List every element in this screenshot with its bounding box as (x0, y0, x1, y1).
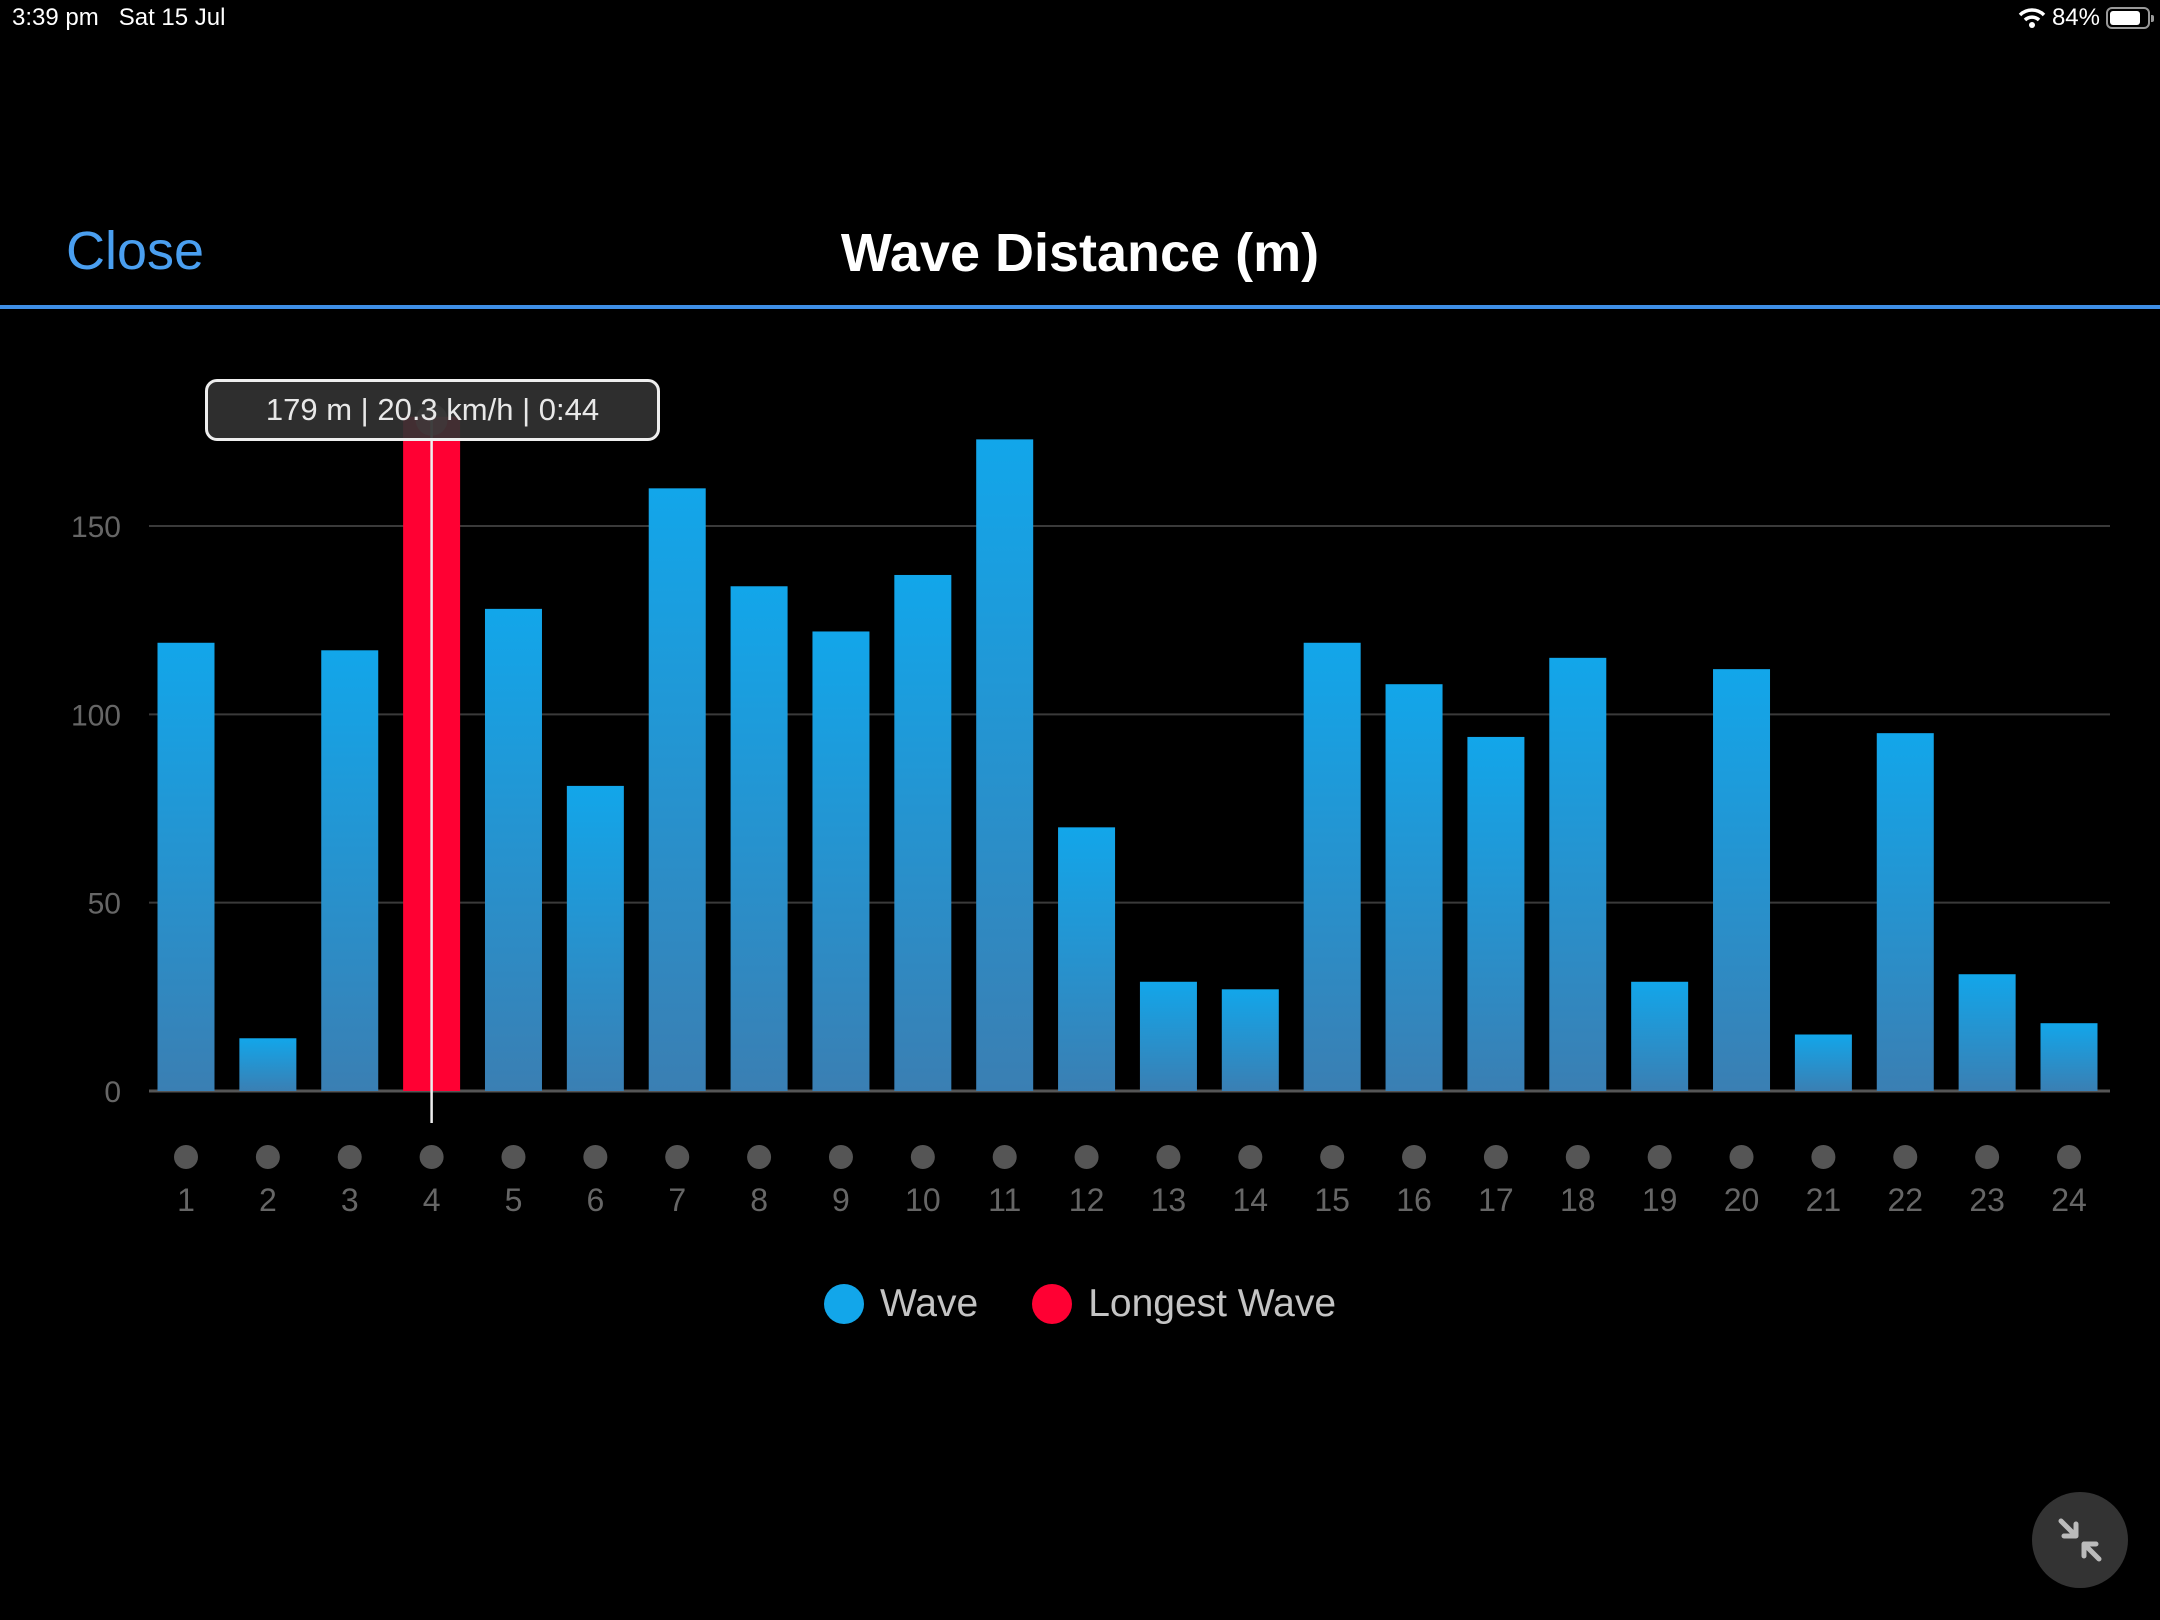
bar-wave[interactable] (1549, 657, 1607, 1091)
bar-wave[interactable] (730, 586, 788, 1091)
wave-marker-dot[interactable] (2057, 1145, 2081, 1169)
x-tick-label: 21 (1806, 1182, 1842, 1218)
bar-wave[interactable] (1958, 974, 2016, 1091)
bar-wave[interactable] (566, 785, 624, 1091)
page-title: Wave Distance (m) (840, 223, 1320, 283)
wave-marker-dot[interactable] (174, 1145, 198, 1169)
legend-swatch-longest-wave (1032, 1284, 1073, 1324)
y-tick-label: 100 (71, 699, 121, 732)
x-tick-label: 14 (1233, 1182, 1269, 1218)
status-clock: 3:39 pm (12, 4, 99, 31)
status-time: 3:39 pm Sat 15 Jul (12, 4, 225, 32)
wave-marker-dot[interactable] (1565, 1145, 1590, 1169)
bar-wave[interactable] (648, 488, 706, 1091)
x-tick-label: 9 (832, 1182, 850, 1218)
wave-marker-dot[interactable] (1893, 1145, 1918, 1169)
x-tick-label: 4 (423, 1182, 441, 1218)
y-tick-label: 150 (71, 511, 121, 544)
bar-wave[interactable] (1221, 989, 1279, 1091)
battery-percent: 84% (2051, 4, 2100, 31)
wave-marker-dot[interactable] (583, 1145, 608, 1169)
x-tick-label: 6 (586, 1182, 604, 1218)
close-button[interactable]: Close (66, 221, 205, 281)
x-tick-label: 22 (1887, 1182, 1923, 1218)
legend-item-longest-wave: Longest Wave (1032, 1282, 1336, 1326)
bar-wave[interactable] (1139, 981, 1197, 1091)
x-tick-label: 19 (1642, 1182, 1678, 1218)
bar-wave[interactable] (1058, 827, 1116, 1091)
x-tick-label: 10 (905, 1182, 941, 1218)
wave-marker-dot[interactable] (828, 1145, 853, 1169)
legend-label: Longest Wave (1088, 1282, 1337, 1325)
wifi-icon (2018, 8, 2046, 28)
x-tick-label: 18 (1560, 1182, 1596, 1218)
wave-marker-dot[interactable] (992, 1145, 1017, 1169)
y-tick-label: 50 (88, 888, 121, 921)
x-tick-label: 17 (1478, 1182, 1514, 1218)
wave-marker-dot[interactable] (501, 1145, 526, 1169)
x-tick-label: 13 (1151, 1182, 1187, 1218)
bar-wave[interactable] (976, 439, 1034, 1091)
x-tick-label: 23 (1969, 1182, 2005, 1218)
legend-item-wave: Wave (823, 1282, 979, 1326)
bar-wave[interactable] (1385, 684, 1443, 1091)
x-tick-label: 1 (177, 1182, 195, 1218)
x-tick-label: 2 (259, 1182, 277, 1218)
bar-wave[interactable] (1794, 1034, 1852, 1092)
x-tick-label: 16 (1396, 1182, 1432, 1218)
bar-wave[interactable] (2040, 1023, 2098, 1091)
x-tick-label: 15 (1314, 1182, 1350, 1218)
wave-marker-dot[interactable] (419, 1145, 444, 1169)
chart-legend: Wave Longest Wave (0, 1282, 2160, 1326)
wave-marker-dot[interactable] (1238, 1145, 1263, 1169)
collapse-arrows-icon (2058, 1518, 2102, 1562)
y-tick-label: 0 (104, 1076, 121, 1109)
legend-label: Wave (879, 1282, 979, 1325)
status-date: Sat 15 Jul (118, 4, 226, 31)
wave-marker-dot[interactable] (910, 1145, 935, 1169)
wave-marker-dot[interactable] (665, 1145, 690, 1169)
wave-marker-dot[interactable] (337, 1145, 362, 1169)
bar-wave[interactable] (894, 574, 952, 1091)
status-indicators: 84% (2018, 4, 2154, 32)
bar-wave[interactable] (1713, 669, 1771, 1091)
bar-wave[interactable] (1876, 733, 1934, 1091)
bar-wave[interactable] (1631, 981, 1689, 1091)
x-tick-label: 11 (988, 1182, 1021, 1218)
wave-marker-dot[interactable] (255, 1145, 280, 1169)
wave-marker-dot[interactable] (1647, 1145, 1672, 1169)
bar-wave[interactable] (239, 1038, 297, 1091)
wave-marker-dot[interactable] (1320, 1145, 1345, 1169)
bar-wave[interactable] (1467, 736, 1525, 1091)
bar-wave[interactable] (157, 642, 215, 1091)
header-divider (0, 305, 2160, 309)
x-tick-label: 12 (1069, 1182, 1105, 1218)
legend-swatch-wave (823, 1284, 864, 1324)
battery-icon (2106, 7, 2154, 29)
wave-marker-dot[interactable] (1975, 1145, 2000, 1169)
bar-wave[interactable] (1303, 642, 1361, 1091)
wave-marker-dot[interactable] (1156, 1145, 1181, 1169)
x-tick-label: 7 (668, 1182, 686, 1218)
bar-wave[interactable] (812, 631, 870, 1091)
x-tick-label: 24 (2051, 1182, 2087, 1218)
selected-wave-tooltip: 179 m | 20.3 km/h | 0:44 (205, 379, 660, 441)
wave-marker-dot[interactable] (1483, 1145, 1508, 1169)
wave-marker-dot[interactable] (1729, 1145, 1754, 1169)
wave-marker-dot[interactable] (1811, 1145, 1836, 1169)
x-tick-label: 3 (341, 1182, 359, 1218)
x-tick-label: 8 (750, 1182, 768, 1218)
wave-marker-dot[interactable] (1074, 1145, 1099, 1169)
collapse-button[interactable] (2032, 1492, 2128, 1588)
wave-marker-dot[interactable] (1402, 1145, 1427, 1169)
x-tick-label: 5 (505, 1182, 523, 1218)
x-tick-label: 20 (1724, 1182, 1760, 1218)
wave-marker-dot[interactable] (747, 1145, 772, 1169)
bar-wave[interactable] (484, 608, 542, 1091)
bar-wave[interactable] (321, 650, 379, 1091)
